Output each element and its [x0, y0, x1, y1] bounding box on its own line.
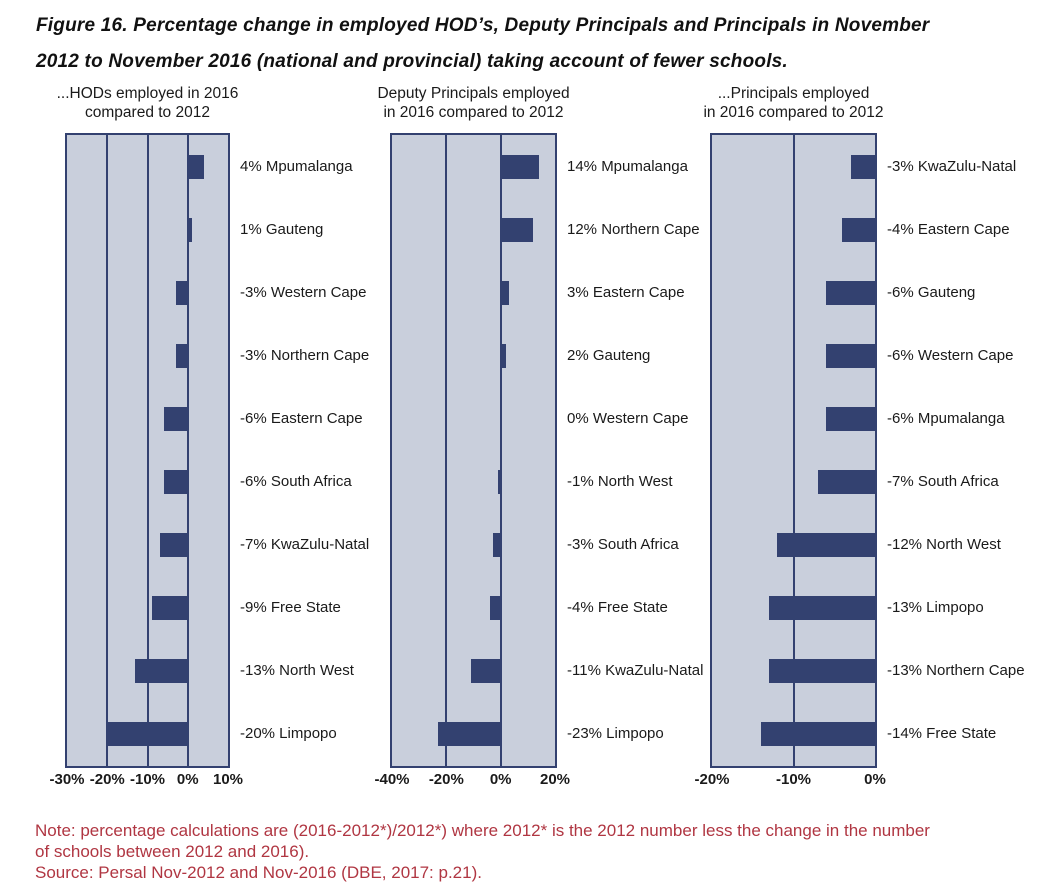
bar-label-free-state: -9% Free State: [240, 599, 341, 617]
note-line2: of schools between 2012 and 2016).: [35, 842, 310, 861]
bar-label-north-west: -12% North West: [887, 536, 1001, 554]
x-tick-label: -30%: [49, 771, 85, 788]
bar-label-eastern-cape: 3% Eastern Cape: [567, 283, 685, 301]
bar-north-west: [135, 659, 188, 684]
figure-title: Figure 16. Percentage change in employed…: [36, 8, 1036, 80]
bar-north-west: [777, 533, 875, 558]
bar-kwazulu-natal: [850, 154, 875, 179]
chart-subtitle-1: Deputy Principals employed in 2016 compa…: [377, 85, 570, 121]
gridline: [186, 135, 189, 766]
x-tick-label: 0%: [864, 771, 886, 788]
bar-label-limpopo: -23% Limpopo: [567, 725, 664, 743]
bar-label-western-cape: -3% Western Cape: [240, 283, 367, 301]
x-tick-label: 0%: [489, 771, 512, 788]
bar-gauteng: [826, 280, 875, 305]
bar-label-western-cape: -6% Western Cape: [887, 346, 1014, 364]
bar-northern-cape: [769, 659, 875, 684]
bar-label-gauteng: -6% Gauteng: [887, 283, 976, 301]
bar-label-kwazulu-natal: -11% KwaZulu-Natal: [567, 662, 704, 680]
bar-south-africa: [817, 470, 875, 495]
bar-label-gauteng: 2% Gauteng: [567, 346, 651, 364]
bar-northern-cape: [500, 217, 534, 242]
bar-limpopo: [769, 596, 875, 621]
bar-western-cape: [175, 280, 188, 305]
bar-label-mpumalanga: 4% Mpumalanga: [240, 157, 353, 175]
bar-label-limpopo: -20% Limpopo: [240, 725, 337, 743]
x-tick-label: 10%: [212, 771, 244, 788]
x-tick-label: -10%: [775, 771, 812, 788]
bar-label-limpopo: -13% Limpopo: [887, 599, 984, 617]
x-tick-label: -10%: [129, 771, 166, 788]
bar-limpopo: [438, 722, 501, 747]
gridline: [106, 135, 109, 766]
plot-area-0: [65, 133, 230, 768]
x-tick-label: -40%: [374, 771, 410, 788]
bar-kwazulu-natal: [470, 659, 501, 684]
bar-label-eastern-cape: -4% Eastern Cape: [887, 220, 1010, 238]
bar-eastern-cape: [500, 280, 509, 305]
bar-label-northern-cape: 12% Northern Cape: [567, 220, 700, 238]
bar-gauteng: [500, 343, 507, 368]
chart-subtitle-2: ...Principals employed in 2016 compared …: [703, 85, 884, 121]
x-tick-label: 20%: [539, 771, 571, 788]
bar-label-gauteng: 1% Gauteng: [240, 220, 324, 238]
bar-free-state: [489, 596, 501, 621]
bar-western-cape: [826, 343, 875, 368]
figure-note: Note: percentage calculations are (2016-…: [35, 820, 1040, 883]
bar-mpumalanga: [187, 154, 204, 179]
bar-limpopo: [107, 722, 188, 747]
bar-eastern-cape: [842, 217, 875, 242]
source-line: Source: Persal Nov-2012 and Nov-2016 (DB…: [35, 863, 482, 882]
figure-title-line1: Figure 16. Percentage change in employed…: [36, 15, 930, 36]
bar-south-africa: [492, 533, 501, 558]
bar-label-south-africa: -3% South Africa: [567, 536, 679, 554]
plot-area-1: [390, 133, 557, 768]
bar-gauteng: [187, 217, 192, 242]
bar-label-south-africa: -6% South Africa: [240, 473, 352, 491]
bar-label-eastern-cape: -6% Eastern Cape: [240, 409, 363, 427]
x-tick-label: -20%: [89, 771, 125, 788]
gridline: [792, 135, 795, 766]
bar-label-western-cape: 0% Western Cape: [567, 409, 689, 427]
x-tick-label: -20%: [428, 771, 464, 788]
plot-area-2: [710, 133, 877, 768]
bar-label-mpumalanga: -6% Mpumalanga: [887, 409, 1005, 427]
figure-title-line2: 2012 to November 2016 (national and prov…: [36, 51, 788, 72]
bar-mpumalanga: [826, 406, 875, 431]
bar-mpumalanga: [500, 154, 539, 179]
bar-north-west: [497, 470, 501, 495]
bar-south-africa: [163, 470, 188, 495]
gridline: [445, 135, 448, 766]
bar-label-free-state: -14% Free State: [887, 725, 997, 743]
bar-label-south-africa: -7% South Africa: [887, 473, 999, 491]
gridline: [146, 135, 149, 766]
bar-free-state: [151, 596, 188, 621]
x-tick-label: -20%: [694, 771, 730, 788]
bar-northern-cape: [175, 343, 188, 368]
bar-label-northern-cape: -13% Northern Cape: [887, 662, 1025, 680]
note-line1: Note: percentage calculations are (2016-…: [35, 821, 930, 840]
bar-label-free-state: -4% Free State: [567, 599, 668, 617]
bar-kwazulu-natal: [159, 533, 188, 558]
bar-label-north-west: -1% North West: [567, 473, 673, 491]
bar-eastern-cape: [163, 406, 188, 431]
chart-subtitle-0: ...HODs employed in 2016 compared to 201…: [56, 85, 239, 121]
x-tick-label: 0%: [176, 771, 199, 788]
bar-label-north-west: -13% North West: [240, 662, 354, 680]
bar-label-northern-cape: -3% Northern Cape: [240, 346, 370, 364]
bar-label-kwazulu-natal: -7% KwaZulu-Natal: [240, 536, 370, 554]
gridline: [499, 135, 502, 766]
bar-free-state: [760, 722, 875, 747]
bar-label-kwazulu-natal: -3% KwaZulu-Natal: [887, 157, 1017, 175]
bar-label-mpumalanga: 14% Mpumalanga: [567, 157, 688, 175]
